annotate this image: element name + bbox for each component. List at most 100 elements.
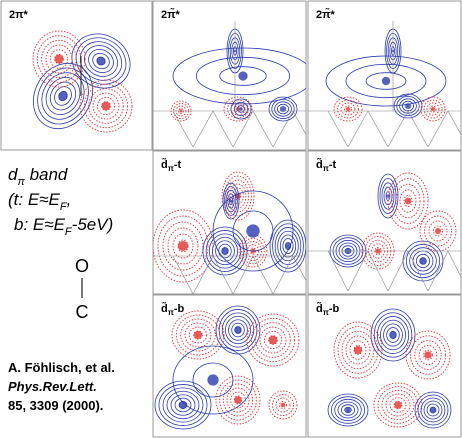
text: , <box>67 190 72 209</box>
contour-positive <box>279 234 297 258</box>
panel-border <box>307 150 462 295</box>
atom-core <box>281 107 285 111</box>
atom-core <box>345 407 351 413</box>
contour-negative <box>337 326 379 374</box>
citation-journal: Phys.Rev.Lett. <box>8 379 97 394</box>
contour-positive <box>271 99 295 120</box>
contour-negative <box>381 389 415 421</box>
atom-core <box>354 346 362 354</box>
contour-positive <box>71 33 131 89</box>
contour-negative <box>399 189 417 213</box>
contour-plot <box>308 172 461 292</box>
atom-core <box>346 107 350 111</box>
contour-positive <box>32 62 94 130</box>
contour-negative <box>426 102 440 116</box>
atom-core <box>58 91 68 101</box>
atom-core <box>207 374 219 386</box>
contour-positive <box>205 230 245 272</box>
atom-core <box>280 402 286 408</box>
contour-negative <box>226 179 250 213</box>
lattice <box>347 250 369 292</box>
contour-negative <box>414 340 442 370</box>
text: -5eV) <box>72 215 114 234</box>
contour-positive <box>83 45 119 77</box>
citation-reference: 85, 3309 (2000). <box>8 398 103 413</box>
contour-positive <box>380 319 406 351</box>
contour-positive <box>225 315 251 345</box>
contour-positive <box>404 103 412 109</box>
atom-core <box>54 54 64 64</box>
panel-label: d̃π-b <box>161 302 185 317</box>
lattice <box>327 110 349 148</box>
contour-negative <box>423 99 443 119</box>
contour-plot <box>308 21 461 148</box>
lattice <box>327 250 349 292</box>
lattice <box>292 255 306 282</box>
contour-positive <box>54 86 72 106</box>
panel-label: 2π̃* <box>316 8 336 21</box>
lattice <box>387 250 409 292</box>
contour-positive <box>345 63 427 99</box>
contour-negative <box>79 79 133 133</box>
contour-positive <box>419 257 427 265</box>
contour-positive <box>337 401 359 419</box>
contour-negative <box>423 349 433 361</box>
contour-positive <box>274 101 292 117</box>
contour-negative <box>219 379 257 421</box>
contour-negative <box>246 313 300 367</box>
panel: d̃π-t <box>152 150 307 295</box>
lattice <box>447 110 461 136</box>
contour-positive <box>218 309 258 351</box>
contour-positive <box>218 243 232 259</box>
contour-positive <box>172 345 254 415</box>
contour-negative <box>344 105 352 113</box>
contour-positive <box>75 37 127 85</box>
atom-core <box>246 224 260 238</box>
atom-core <box>194 331 202 339</box>
contour-plot <box>327 308 452 429</box>
contour-negative <box>337 99 359 119</box>
atom-label: C <box>76 302 89 322</box>
atom-core <box>101 101 111 111</box>
contour-negative <box>88 88 124 124</box>
contour-negative <box>171 310 225 360</box>
contour-positive <box>227 193 235 209</box>
contour-positive <box>79 41 123 81</box>
contour-positive <box>215 305 261 355</box>
contour-positive <box>277 103 290 115</box>
contour-negative <box>389 397 407 413</box>
subscript: π <box>323 164 329 173</box>
contour-positive <box>325 55 447 107</box>
atom-core <box>179 401 187 409</box>
panel: d̃π-b <box>152 294 307 438</box>
contour-negative <box>175 314 221 356</box>
contour-negative <box>409 335 447 375</box>
contour-negative <box>259 326 287 354</box>
atom-core <box>239 107 243 111</box>
lattice <box>252 255 274 294</box>
panel-label: d̃π-b <box>316 302 340 317</box>
contour-negative <box>429 105 437 113</box>
panel-border <box>152 150 307 295</box>
contour-negative <box>275 397 291 413</box>
panel-border <box>307 294 462 438</box>
contour-positive <box>166 390 200 420</box>
lattice <box>172 255 194 294</box>
text: d̃ <box>161 158 168 171</box>
legend: dπ band (t: E≈EF, b: E≈EF-5eV) O C <box>8 165 113 322</box>
panel-border <box>152 0 307 151</box>
legend-line: (t: E≈EF, <box>8 190 71 213</box>
contour-negative <box>349 340 367 360</box>
contour-negative <box>395 183 421 219</box>
contour-negative <box>333 321 383 379</box>
lattice <box>427 250 449 292</box>
contour-positive <box>396 96 420 117</box>
legend-line: b: E≈EF-5eV) <box>14 215 113 238</box>
contour-negative <box>241 237 265 265</box>
contour-positive <box>393 93 423 119</box>
lattice <box>252 110 274 148</box>
contour-plot <box>32 30 133 133</box>
atom-core <box>96 56 106 66</box>
atom-core <box>268 335 278 345</box>
